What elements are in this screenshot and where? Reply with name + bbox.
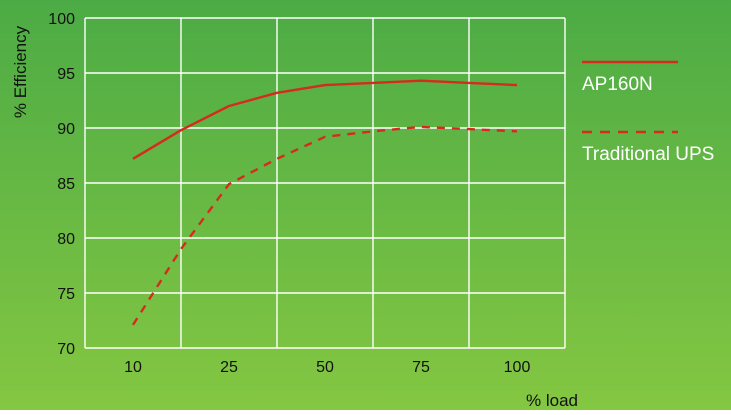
y-tick-label: 95 <box>57 66 75 83</box>
legend-label: AP160N <box>582 74 653 95</box>
series-lines <box>131 79 518 326</box>
x-tick-labels: 10 25 50 75 100 <box>124 359 530 376</box>
x-tick-label: 10 <box>124 359 142 376</box>
x-tick-label: 50 <box>316 359 334 376</box>
legend: AP160N Traditional UPS <box>582 60 714 165</box>
x-tick-label: 75 <box>412 359 430 376</box>
y-tick-label: 90 <box>57 121 75 138</box>
grid <box>84 17 566 349</box>
legend-label: Traditional UPS <box>582 144 714 165</box>
y-tick-labels: 100 95 90 85 80 75 70 <box>48 11 75 358</box>
x-axis-label: % load <box>526 391 578 410</box>
series-line-traditional-ups <box>131 125 518 326</box>
y-tick-label: 75 <box>57 286 75 303</box>
x-tick-label: 100 <box>504 359 531 376</box>
y-tick-label: 100 <box>48 11 75 28</box>
y-tick-label: 85 <box>57 176 75 193</box>
y-tick-label: 70 <box>57 341 75 358</box>
y-tick-label: 80 <box>57 231 75 248</box>
x-tick-label: 25 <box>220 359 238 376</box>
series-line-ap160n <box>132 79 518 160</box>
y-axis-label: % Efficiency <box>11 25 30 118</box>
